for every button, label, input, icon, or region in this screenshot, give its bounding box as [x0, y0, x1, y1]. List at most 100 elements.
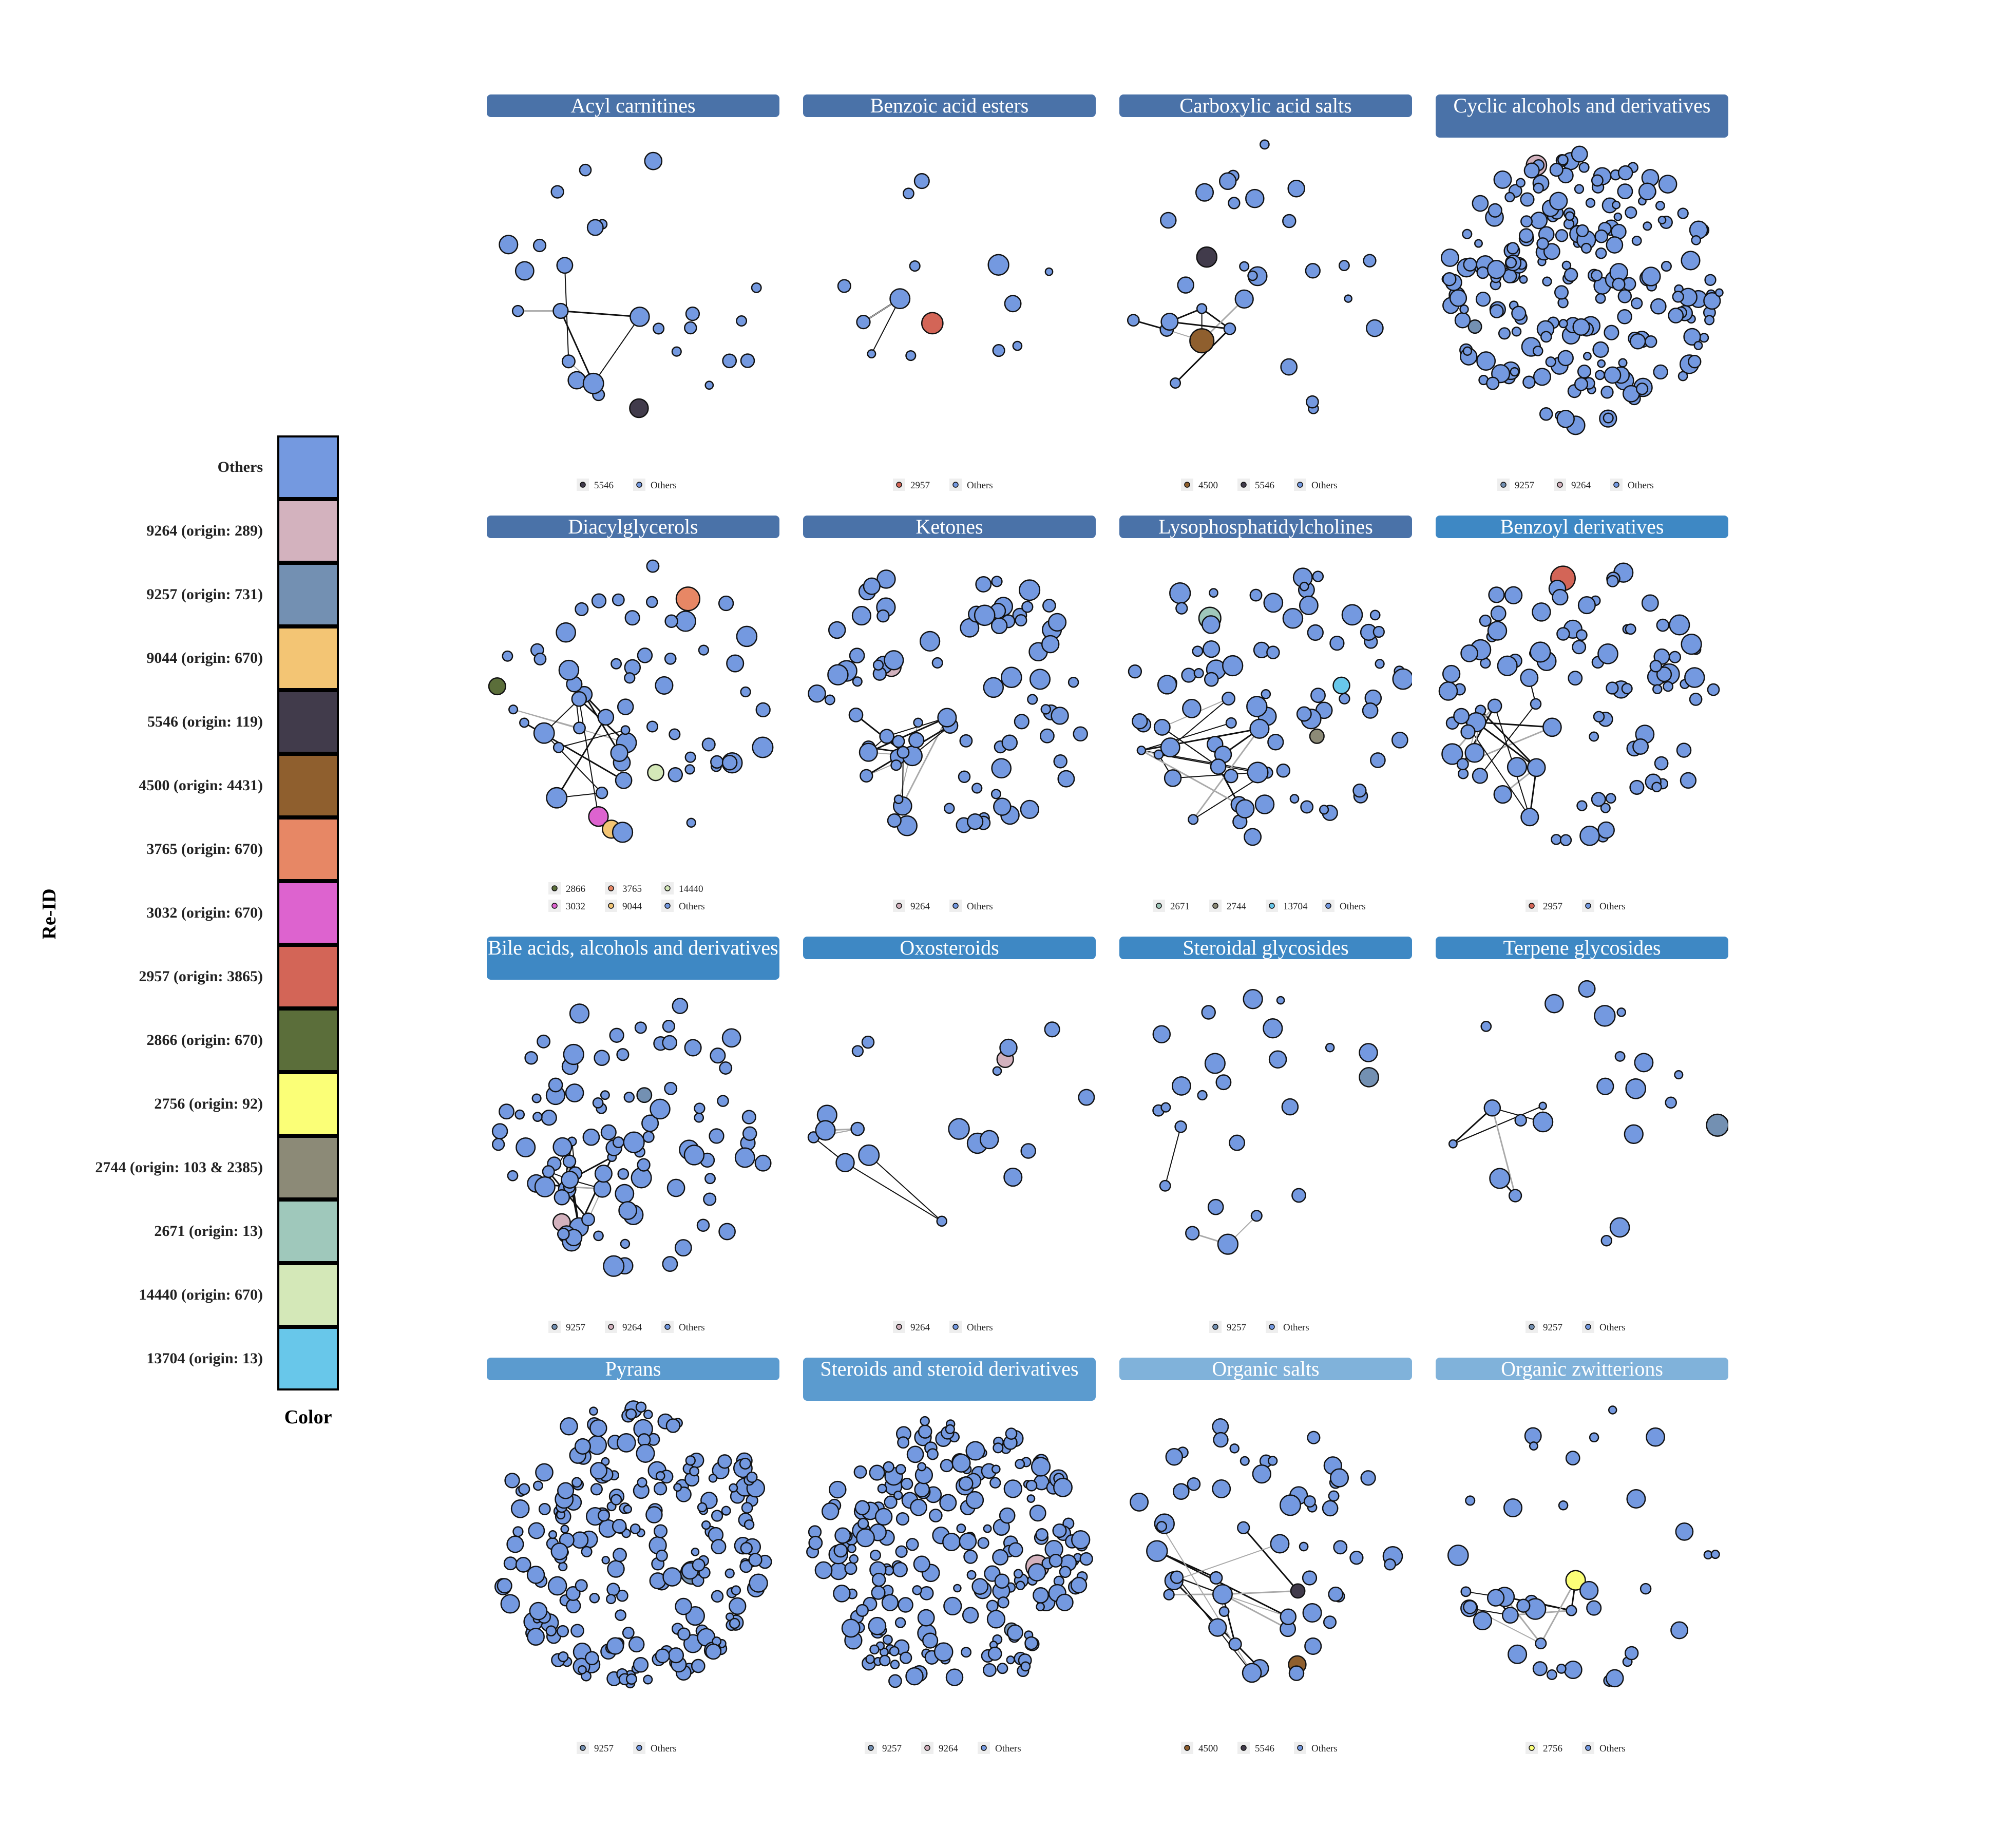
network-node [931, 657, 943, 669]
network-node [944, 803, 955, 814]
panel-title: Benzoic acid esters [803, 94, 1096, 117]
network-node [1299, 581, 1309, 592]
network-node [550, 185, 564, 199]
network-node [1245, 188, 1265, 208]
network-node [1557, 154, 1569, 166]
network-node [1249, 718, 1270, 739]
network-node [1016, 1580, 1025, 1591]
network-node [1006, 1655, 1015, 1665]
network-node [547, 1576, 567, 1596]
legend-label: 5546 (origin: 119) [147, 713, 263, 730]
network-node [1516, 1598, 1531, 1613]
network-node [630, 1523, 641, 1534]
network-edge [1453, 1105, 1543, 1145]
network-node [1508, 1189, 1522, 1203]
network-node [1448, 1139, 1458, 1149]
network-plot: 4500 5546 Others [1130, 1418, 1403, 1754]
panel-legend-dot [1500, 482, 1507, 488]
network-node [537, 1034, 551, 1049]
network-node [833, 1585, 851, 1603]
network-node [1463, 1599, 1477, 1614]
edges [1133, 298, 1245, 384]
network-node [888, 1674, 902, 1688]
network-node [1152, 1025, 1171, 1043]
network-node [977, 1537, 989, 1549]
network-node [556, 622, 576, 643]
network-node [1520, 215, 1533, 228]
legend-label: 9264 (origin: 289) [146, 522, 263, 539]
network-node [1691, 235, 1702, 245]
panel-legend-label: Others [1311, 480, 1338, 491]
network-node [1276, 764, 1291, 778]
network-node [1578, 162, 1590, 173]
network-node [1595, 370, 1605, 380]
legend-label: 14440 (origin: 670) [139, 1286, 263, 1303]
network-node [1612, 200, 1621, 209]
panel-legend-label: 2957 [1543, 901, 1562, 912]
network-node [729, 1617, 740, 1629]
network-node [1503, 1498, 1523, 1518]
network-node [1605, 793, 1616, 804]
network-node [894, 1617, 906, 1628]
network-node [582, 372, 604, 394]
network-node [1530, 698, 1542, 710]
network-node [593, 1230, 604, 1242]
network-node [541, 1110, 557, 1126]
network-plot: 9257 9264 Others [806, 1416, 1093, 1754]
panel-title: Ketones [803, 516, 1096, 538]
network-node [1463, 257, 1477, 272]
network-node [1328, 1490, 1340, 1502]
panel-legend-dot [924, 1745, 930, 1751]
network-node [1464, 742, 1485, 763]
network-node [1003, 1168, 1023, 1187]
network-node [612, 822, 634, 843]
network-node [1533, 368, 1551, 386]
network-node [1160, 313, 1179, 331]
network-node [987, 254, 1009, 276]
network-node [1341, 604, 1363, 626]
network-node [508, 704, 519, 715]
network-node [589, 1406, 598, 1416]
network-node [1261, 689, 1271, 699]
panel-title: Benzoyl derivatives [1436, 516, 1728, 538]
edges [813, 1128, 942, 1222]
network-node [971, 783, 983, 794]
highlight-node [1467, 319, 1482, 334]
network-node [554, 1189, 570, 1206]
network-node [1025, 1479, 1038, 1492]
network-node [653, 1524, 668, 1538]
network-node [642, 1131, 655, 1143]
network-node [965, 1441, 985, 1461]
network-node [624, 610, 640, 626]
panel-legend-label: 9257 [1543, 1322, 1562, 1333]
network-node [874, 1508, 893, 1526]
highlight-node [921, 312, 944, 335]
network-node [1375, 659, 1385, 669]
network-node [1310, 688, 1326, 703]
panel-legend-dot [636, 482, 642, 488]
network-plot: 2957 Others [837, 173, 1054, 491]
panel-legend-label: Others [1599, 1743, 1626, 1754]
network-node [1459, 304, 1469, 314]
network-node [1600, 803, 1611, 813]
network-node [1498, 327, 1511, 340]
network-node [1177, 276, 1194, 294]
network-node [893, 794, 904, 805]
network-node [718, 595, 734, 612]
network-plot: 2866 3765 14440 3032 9044 Others [488, 559, 774, 912]
network-node [1362, 702, 1379, 719]
panel-legend-label: 2866 [566, 884, 585, 894]
network-node [1604, 325, 1619, 340]
network-node [1366, 319, 1384, 337]
network-node [528, 1522, 545, 1539]
network-node [895, 1512, 909, 1526]
network-node [606, 1637, 624, 1655]
network-edge [556, 716, 607, 798]
legend-label: 2756 (origin: 92) [154, 1095, 263, 1112]
network-node [574, 1438, 591, 1455]
panel-legend-dot [664, 885, 671, 891]
panel-legend-dot [952, 482, 959, 488]
network-node [504, 1473, 520, 1489]
network-node [997, 1596, 1009, 1609]
panel-legend-label: 9257 [1227, 1322, 1246, 1333]
